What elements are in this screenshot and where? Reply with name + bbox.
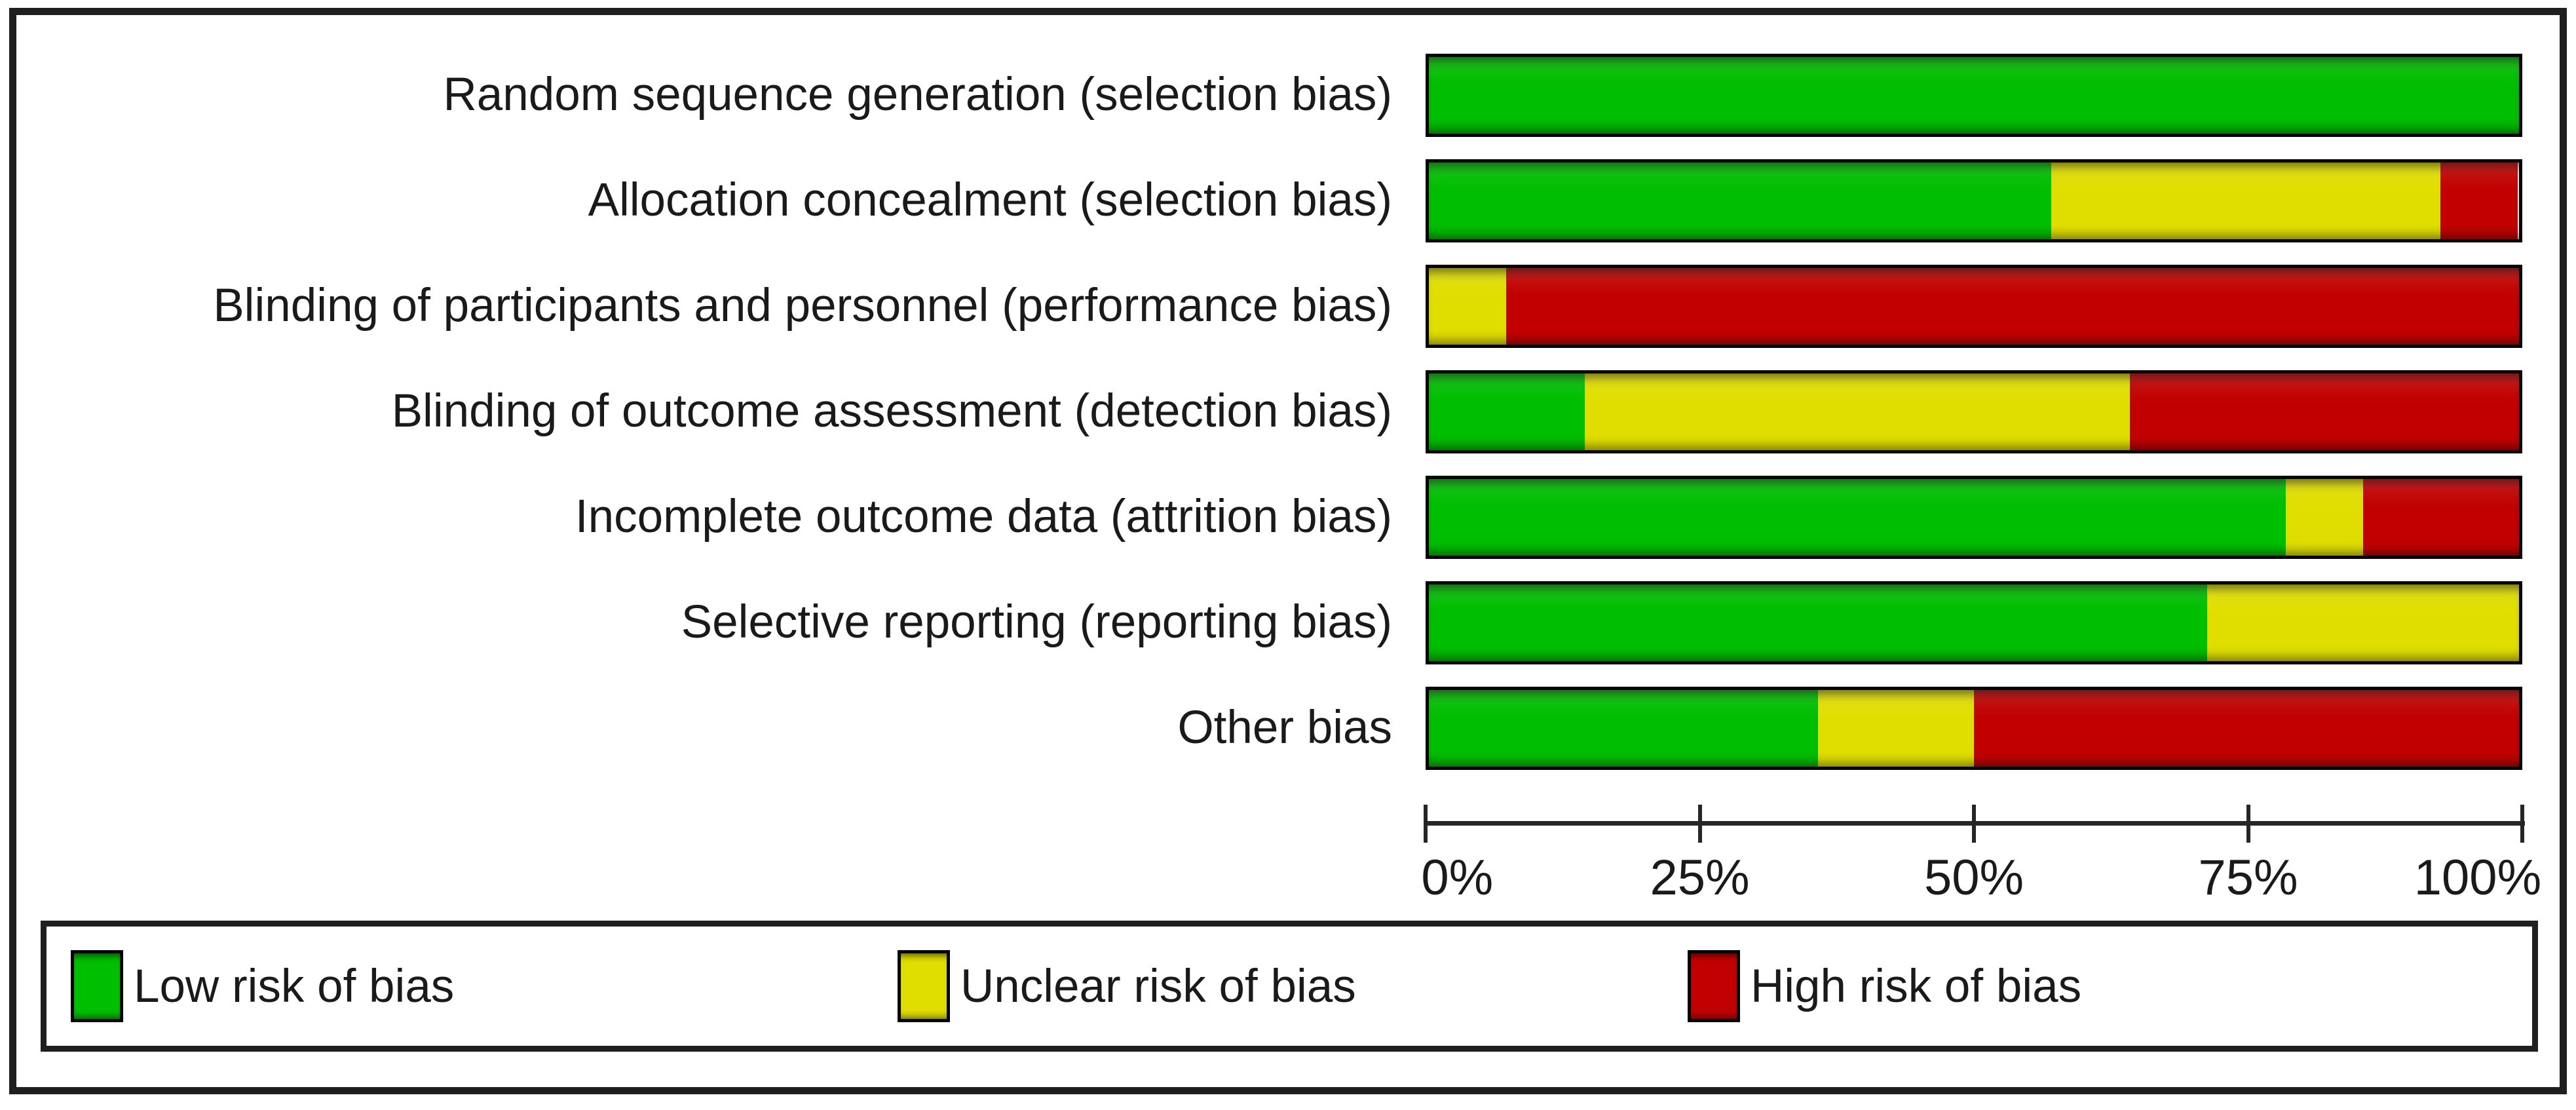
- x-tick-label-75: 75%: [2198, 850, 2298, 906]
- segment-low-risk-of-bias: [1429, 373, 1585, 450]
- row-label: Blinding of participants and personnel (…: [213, 280, 1392, 332]
- segment-low-risk-of-bias: [1429, 690, 1819, 767]
- chart-row-incomplete-outcome-data-attrition-bias: Incomplete outcome data (attrition bias): [0, 476, 2576, 559]
- segment-low-risk-of-bias: [1429, 163, 2052, 239]
- stacked-bar: [1426, 54, 2522, 137]
- segment-unclear-risk-of-bias: [2051, 163, 2441, 239]
- chart-row-allocation-concealment-selection-bias: Allocation concealment (selection bias): [0, 159, 2576, 242]
- legend-item-high-risk-of-bias: High risk of bias: [1688, 950, 2081, 1022]
- legend-label: Low risk of bias: [134, 960, 455, 1012]
- x-axis-tick-100: [2520, 805, 2524, 843]
- row-label: Allocation concealment (selection bias): [588, 174, 1392, 227]
- segment-high-risk-of-bias: [2440, 163, 2518, 239]
- stacked-bar: [1426, 370, 2522, 453]
- chart-row-selective-reporting-reporting-bias: Selective reporting (reporting bias): [0, 581, 2576, 664]
- chart-row-other-bias: Other bias: [0, 687, 2576, 770]
- segment-low-risk-of-bias: [1429, 479, 2286, 556]
- x-axis-tick-75: [2246, 805, 2250, 843]
- segment-low-risk-of-bias: [1429, 584, 2208, 661]
- x-axis-tick-25: [1697, 805, 1702, 843]
- segment-unclear-risk-of-bias: [2207, 584, 2519, 661]
- row-label: Random sequence generation (selection bi…: [443, 69, 1393, 121]
- legend-swatch-low-risk-of-bias: [71, 950, 123, 1022]
- x-axis-tick-50: [1972, 805, 1976, 843]
- row-label: Incomplete outcome data (attrition bias): [575, 491, 1392, 543]
- stacked-bar: [1426, 159, 2522, 242]
- segment-high-risk-of-bias: [1506, 268, 2519, 345]
- row-label: Selective reporting (reporting bias): [681, 596, 1392, 649]
- x-tick-label-100: 100%: [2414, 850, 2542, 906]
- segment-unclear-risk-of-bias: [2285, 479, 2364, 556]
- stacked-bar: [1426, 476, 2522, 559]
- legend-item-low-risk-of-bias: Low risk of bias: [71, 950, 454, 1022]
- chart-row-blinding-of-participants-and-personnel-performance-bias: Blinding of participants and personnel (…: [0, 265, 2576, 348]
- chart-row-blinding-of-outcome-assessment-detection-bias: Blinding of outcome assessment (detectio…: [0, 370, 2576, 453]
- row-label: Blinding of outcome assessment (detectio…: [391, 385, 1392, 438]
- legend-label: High risk of bias: [1751, 960, 2082, 1012]
- segment-high-risk-of-bias: [1973, 690, 2519, 767]
- stacked-bar: [1426, 581, 2522, 664]
- stacked-bar: [1426, 687, 2522, 770]
- chart-rows: Random sequence generation (selection bi…: [0, 54, 2576, 792]
- legend-item-unclear-risk-of-bias: Unclear risk of bias: [898, 950, 1356, 1022]
- chart-outer-frame: [9, 8, 2567, 1094]
- legend-swatch-high-risk-of-bias: [1688, 950, 1740, 1022]
- segment-low-risk-of-bias: [1429, 57, 2519, 134]
- segment-high-risk-of-bias: [2363, 479, 2519, 556]
- legend-swatch-unclear-risk-of-bias: [898, 950, 950, 1022]
- x-axis-tick-0: [1424, 805, 1428, 843]
- segment-unclear-risk-of-bias: [1584, 373, 2130, 450]
- segment-unclear-risk-of-bias: [1429, 268, 1507, 345]
- row-label: Other bias: [1177, 702, 1392, 754]
- x-tick-label-25: 25%: [1650, 850, 1750, 906]
- x-tick-label-0: 0%: [1421, 850, 1494, 906]
- segment-high-risk-of-bias: [2129, 373, 2519, 450]
- legend-label: Unclear risk of bias: [960, 960, 1356, 1012]
- x-tick-label-50: 50%: [1923, 850, 2024, 906]
- stacked-bar: [1426, 265, 2522, 348]
- chart-row-random-sequence-generation-selection-bias: Random sequence generation (selection bi…: [0, 54, 2576, 137]
- legend: Low risk of bias Unclear risk of bias High…: [41, 921, 2538, 1052]
- segment-unclear-risk-of-bias: [1818, 690, 1974, 767]
